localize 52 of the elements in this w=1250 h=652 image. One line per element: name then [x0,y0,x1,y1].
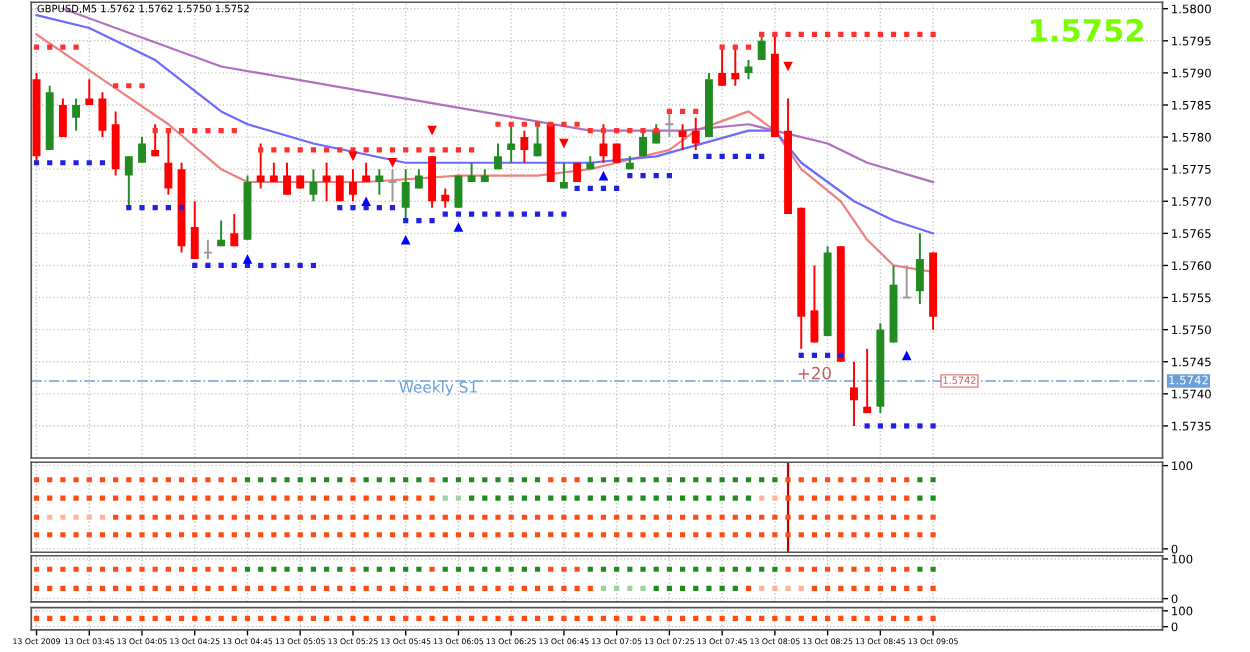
candlestick [454,174,463,209]
candlestick [559,161,568,190]
candlestick [124,155,133,209]
point [361,196,371,207]
candlestick [283,161,291,196]
annotation: +20 [798,366,831,380]
candlestick [744,59,753,81]
point [400,234,411,245]
candlestick [98,91,107,139]
candlestick [375,168,384,196]
candlestick [691,116,700,151]
candlestick [256,142,265,190]
candlestick [428,155,437,209]
point [901,350,912,361]
candlestick [520,129,529,164]
candlestick [810,264,819,344]
candlestick [111,110,120,177]
candlestick [203,238,212,261]
candlestick [639,129,647,158]
candlestick [58,97,67,139]
candlestick [72,97,81,132]
candlestick [850,360,858,427]
candlestick [507,123,516,164]
point [427,125,437,136]
candlestick [230,213,239,248]
candlestick [665,110,674,139]
candlestick [612,142,621,164]
candlestick [138,136,146,164]
candlestick [309,168,318,203]
candlestick [190,200,199,261]
point [387,157,398,168]
candlestick [731,46,740,87]
candlestick [349,168,357,203]
candlestick [401,168,410,222]
candlestick [718,46,727,87]
candlestick [757,33,766,62]
point [242,254,253,264]
candlestick [494,142,502,171]
candlestick [441,187,450,209]
point [453,222,464,232]
candlestick [322,161,331,203]
candlestick [217,219,226,248]
candlestick [164,129,173,196]
line-series [35,14,935,235]
candlestick [151,123,160,158]
candlestick [85,78,94,106]
candlestick [863,347,872,415]
candlestick [915,232,924,305]
candlestick [902,264,911,299]
candlestick [678,123,687,151]
annotation: 1.5752 [1031,18,1143,42]
candlestick [388,168,397,203]
